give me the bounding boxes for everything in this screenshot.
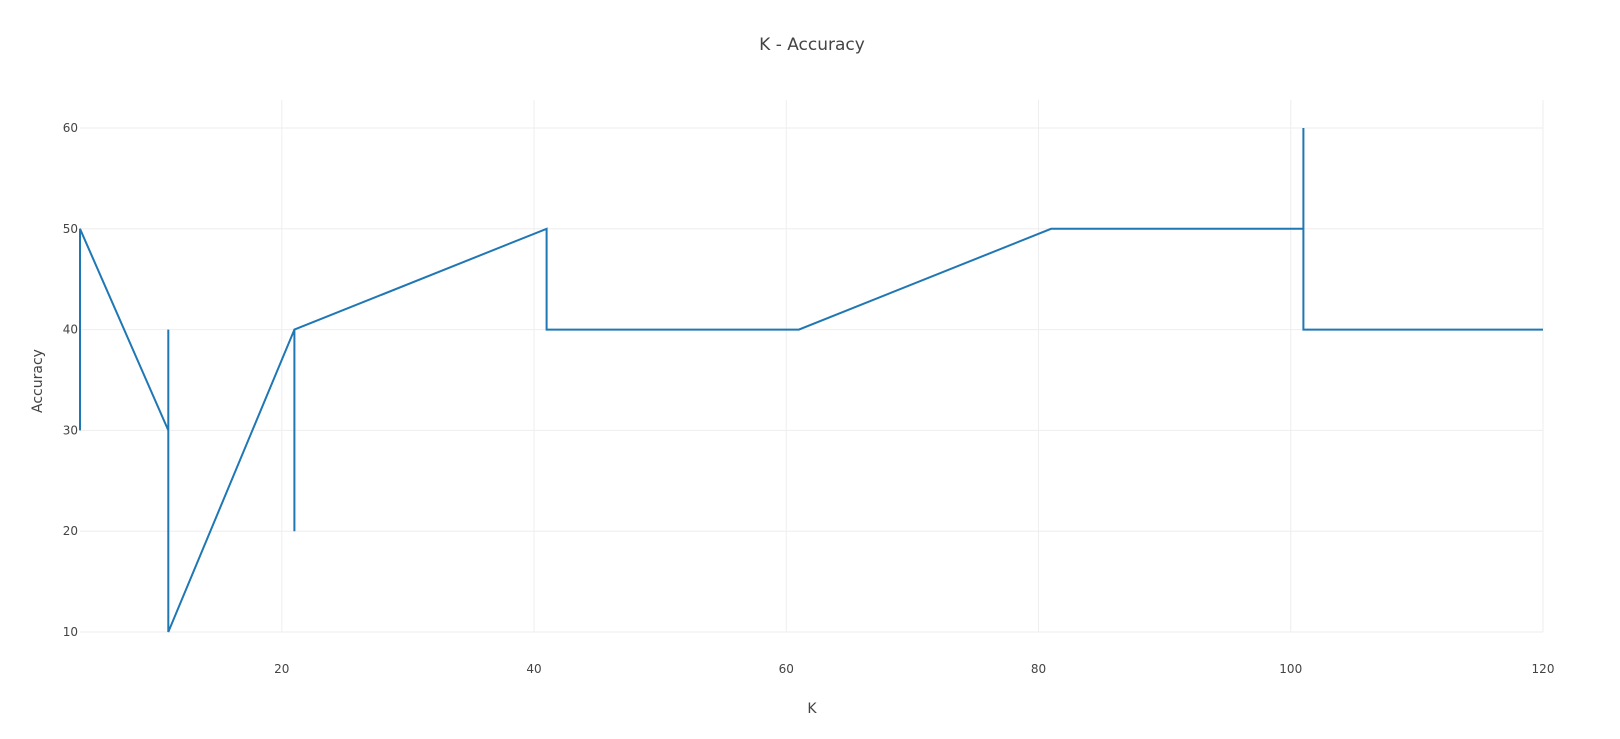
x-tick-labels: 20 40 60 80 100 120 [274, 662, 1554, 676]
y-tick-label: 20 [63, 524, 78, 538]
x-tick-label: 80 [1031, 662, 1046, 676]
y-tick-label: 10 [63, 625, 78, 639]
x-tick-label: 120 [1532, 662, 1555, 676]
x-tick-label: 40 [526, 662, 541, 676]
y-tick-label: 60 [63, 121, 78, 135]
y-tick-labels: 10 20 30 40 50 60 [63, 121, 78, 639]
y-tick-label: 40 [63, 323, 78, 337]
y-tick-label: 30 [63, 423, 78, 437]
y-tick-label: 50 [63, 222, 78, 236]
x-tick-label: 60 [779, 662, 794, 676]
x-tick-label: 20 [274, 662, 289, 676]
x-gridlines [281, 100, 1544, 632]
series-line [79, 128, 1543, 633]
x-axis-title: K [807, 701, 817, 717]
y-axis-title: Accuracy [30, 349, 46, 413]
series-layer [79, 128, 1543, 633]
chart-title: K - Accuracy [759, 35, 865, 55]
x-tick-label: 100 [1279, 662, 1302, 676]
y-gridlines [80, 127, 1543, 633]
